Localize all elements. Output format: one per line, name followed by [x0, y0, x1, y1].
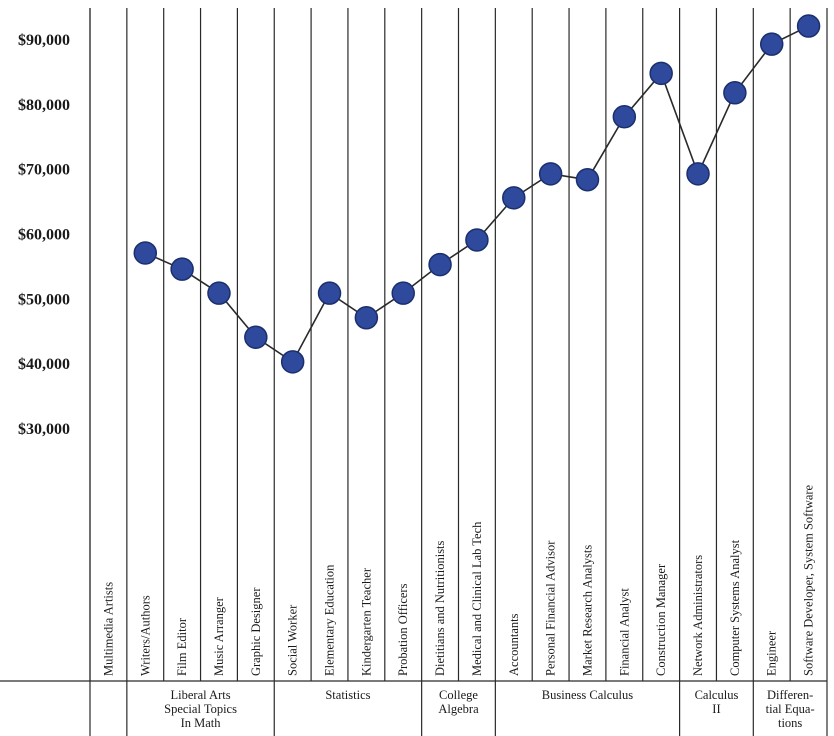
occupation-label: Construction Manager — [654, 563, 668, 676]
y-tick-label: $70,000 — [18, 162, 70, 179]
course-group-label: Differen-tial Equa-tions — [766, 688, 815, 730]
chart-frame — [0, 8, 827, 736]
y-tick-label: $80,000 — [18, 97, 70, 114]
occupation-label: Engineer — [765, 630, 779, 676]
salary-point — [465, 228, 489, 252]
salary-series — [133, 14, 821, 374]
y-tick-label: $40,000 — [18, 356, 70, 373]
occupation-label: Computer Systems Analyst — [728, 539, 742, 676]
course-group-label: Liberal Arts Special Topics In Math — [164, 688, 237, 730]
occupation-label: Personal Financial Advisor — [544, 540, 558, 676]
occupation-label: Music Arranger — [212, 596, 226, 676]
occupation-label: Probation Officers — [396, 583, 410, 676]
occupation-labels: Multimedia Artists Writers/Authors Film Ed… — [101, 484, 815, 676]
y-tick-label: $30,000 — [18, 421, 70, 438]
salary-point — [796, 14, 821, 38]
salary-point — [391, 281, 415, 305]
occupation-label: Financial Analyst — [617, 588, 631, 676]
salary-point — [723, 81, 747, 105]
occupation-label: Software Developer, System Software — [802, 484, 816, 676]
y-tick-label: $50,000 — [18, 291, 70, 308]
course-group-labels: Liberal Arts Special Topics In Math Statist… — [126, 681, 828, 736]
salary-point — [280, 350, 305, 374]
occupation-label: Multimedia Artists — [101, 582, 115, 676]
salary-point — [317, 281, 342, 305]
occupation-label: Graphic Designer — [249, 587, 263, 676]
salary-point — [538, 162, 563, 186]
occupation-label: Network Administrators — [691, 555, 705, 676]
y-axis-tick-labels: $30,000 $40,000 $50,000 $60,000 $70,000 $80,0… — [18, 32, 70, 438]
y-tick-label: $90,000 — [18, 32, 70, 49]
course-group-label: Business Calculus — [542, 688, 633, 702]
salary-point — [428, 252, 452, 277]
salary-point — [170, 257, 194, 281]
salary-point — [244, 325, 268, 349]
occupation-label: Writers/Authors — [138, 595, 152, 676]
occupation-label: Medical and Clinical Lab Tech — [470, 521, 484, 676]
salary-point — [759, 32, 784, 56]
occupation-label: Dietitians and Nutritionists — [433, 540, 447, 676]
occupation-label: Kindergarten Teacher — [359, 567, 373, 676]
salary-line — [144, 25, 809, 364]
salary-point — [207, 281, 231, 305]
occupation-label: Social Worker — [286, 604, 300, 676]
occupation-label: Film Editor — [175, 617, 189, 676]
salary-point — [649, 61, 673, 86]
y-tick-label: $60,000 — [18, 227, 70, 244]
salary-point — [133, 241, 158, 265]
salary-point — [686, 162, 710, 186]
occupation-label: Market Research Analysts — [580, 545, 594, 676]
occupation-label: Elementary Education — [323, 564, 337, 676]
column-dividers — [89, 8, 828, 681]
salary-point — [354, 306, 379, 330]
salary-point — [575, 167, 600, 192]
salary-point — [502, 186, 526, 210]
course-group-label: Calculus II — [695, 688, 739, 716]
course-group-label: College Algebra — [438, 688, 479, 716]
salary-point — [612, 105, 637, 129]
course-group-label: Statistics — [325, 688, 370, 702]
occupation-label: Accountants — [507, 613, 521, 676]
